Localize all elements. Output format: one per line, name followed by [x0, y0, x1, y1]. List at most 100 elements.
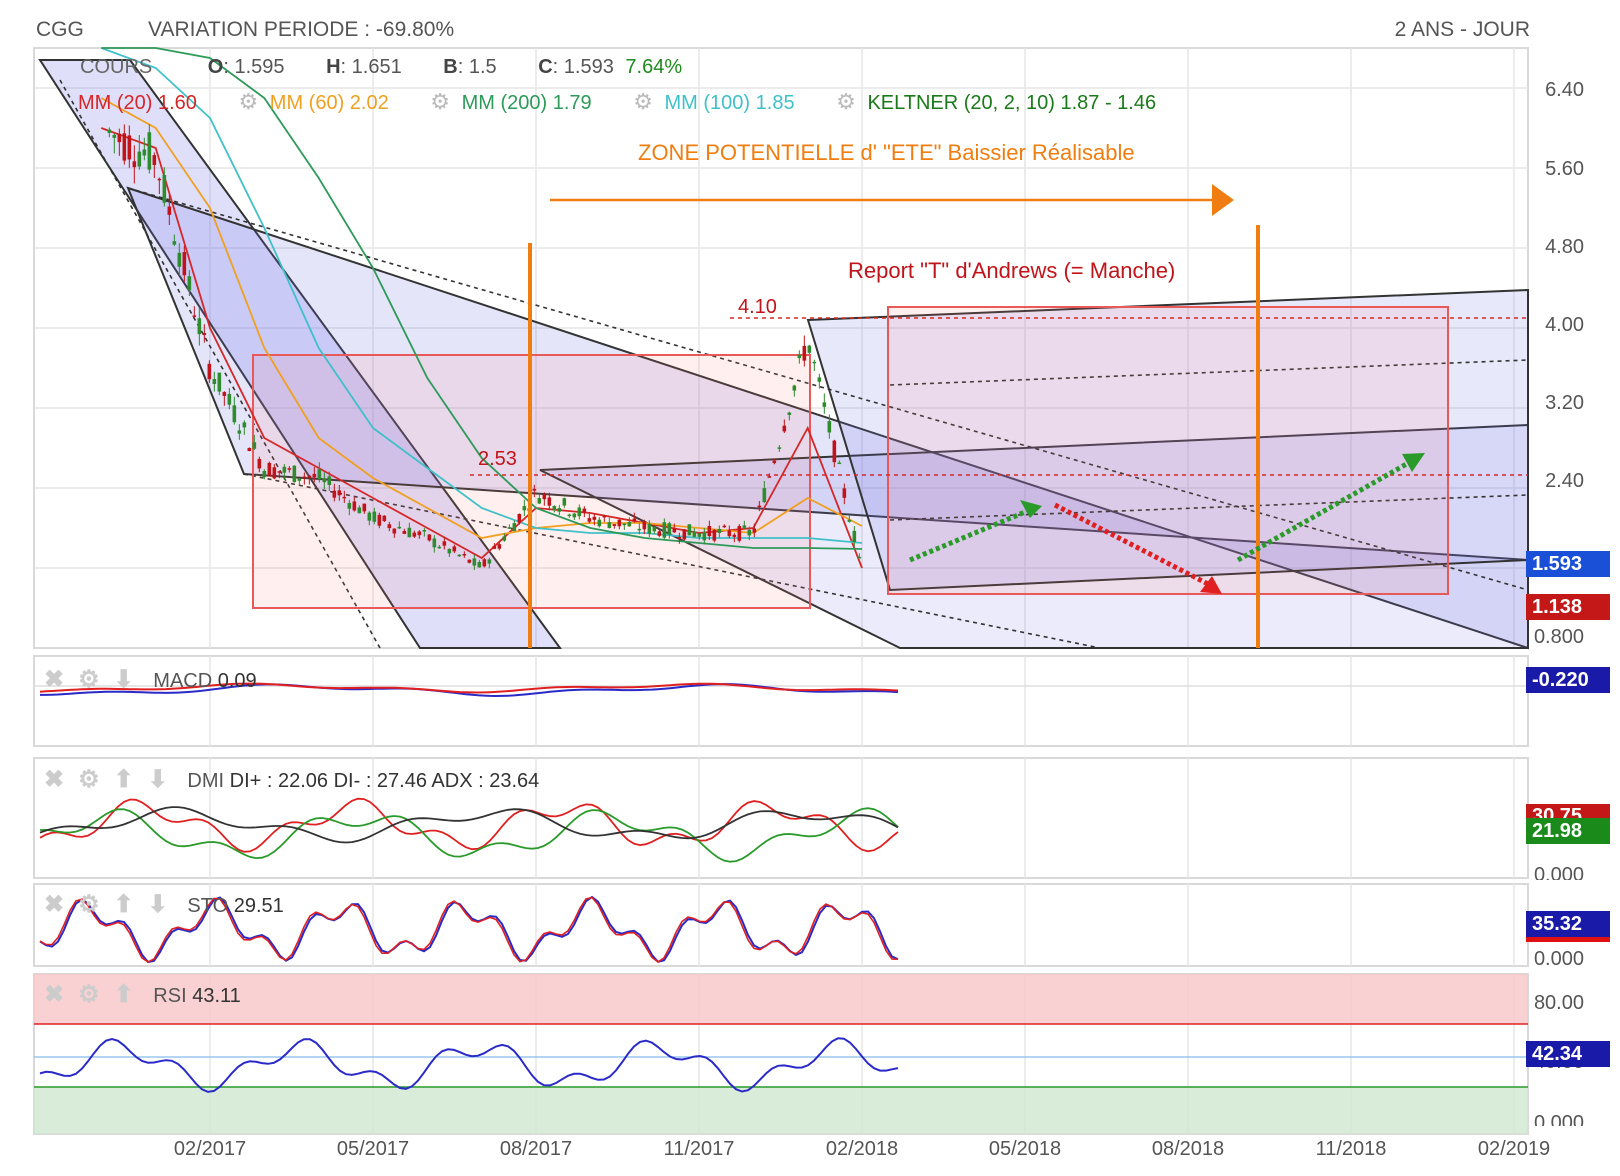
candle-body: [787, 412, 792, 415]
candle-body: [737, 525, 742, 541]
price-other-badge: 1.138: [1526, 594, 1610, 620]
candle-body: [707, 525, 712, 537]
x-tick: 05/2017: [336, 1138, 410, 1160]
candle-body: [407, 527, 412, 538]
median-line: [127, 187, 1529, 591]
high-value: : 1.651: [340, 56, 402, 78]
candle-body: [777, 447, 782, 449]
candle-body: [262, 471, 267, 478]
period-label[interactable]: 2 ANS - JOUR: [1394, 18, 1530, 41]
candle-body: [547, 497, 552, 506]
candle-body: [167, 206, 172, 215]
candle-body: [257, 458, 262, 469]
arrow-up-icon[interactable]: ⬆: [113, 981, 134, 1008]
candle-body: [537, 498, 542, 504]
price-tick: 3.20: [1545, 392, 1584, 414]
candle-body: [702, 532, 707, 541]
projection-up-2-head: [1402, 453, 1425, 472]
candle-body: [127, 135, 132, 160]
candle-body: [747, 529, 752, 536]
rsi-header: ✖ ⚙ ⬆ RSI 43.11: [44, 980, 241, 1009]
candle-body: [832, 440, 837, 463]
candle-body: [767, 476, 772, 478]
candle-body: [217, 372, 222, 392]
candle-body: [147, 132, 152, 170]
close-icon[interactable]: ✖: [44, 891, 65, 918]
candle-body: [827, 421, 832, 433]
andrews-box-right: [887, 306, 1449, 595]
mm200-gear-icon[interactable]: ⚙: [430, 89, 451, 114]
gear-icon[interactable]: ⚙: [78, 981, 100, 1008]
arrow-down-icon[interactable]: ⬇: [147, 766, 168, 793]
candle-body: [467, 559, 472, 563]
candle-body: [342, 496, 347, 499]
candle-body: [727, 530, 732, 537]
arrow-up-icon[interactable]: ⬆: [113, 766, 134, 793]
candle-body: [652, 526, 657, 532]
macd-line: [40, 683, 899, 698]
candle-body: [362, 503, 367, 512]
price-tick: 6.40: [1545, 79, 1584, 101]
arrow-up-icon[interactable]: ⬆: [113, 891, 134, 918]
close-icon[interactable]: ✖: [44, 981, 65, 1008]
candle-body: [617, 519, 622, 527]
candle-body: [272, 467, 277, 479]
candle-body: [792, 385, 797, 391]
candle-body: [337, 490, 342, 496]
candle-body: [312, 473, 317, 478]
series-mm200: [101, 47, 863, 550]
close-icon[interactable]: ✖: [44, 766, 65, 793]
projection-up-1-head: [1020, 500, 1042, 518]
price-tick: 4.00: [1545, 314, 1584, 336]
series-mm100: [100, 47, 863, 544]
mm20-label[interactable]: MM (20) 1.60: [78, 92, 197, 114]
mm200-label[interactable]: MM (200) 1.79: [461, 92, 592, 114]
candle-body: [142, 149, 147, 156]
dmi-panel: [33, 757, 1529, 879]
arrow-down-icon[interactable]: ⬇: [147, 891, 168, 918]
rsi-badge: 42.34: [1526, 1041, 1610, 1067]
price-tick: 0.800: [1533, 626, 1584, 648]
x-tick: 02/2018: [825, 1138, 899, 1160]
candle-body: [252, 442, 257, 449]
candle-body: [397, 526, 402, 529]
mm100-label[interactable]: MM (100) 1.85: [664, 92, 795, 114]
candle-body: [532, 488, 537, 491]
candle-body: [117, 133, 122, 143]
candle-body: [392, 528, 397, 534]
dmi-label: DMI: [187, 770, 225, 792]
zone-arrow-head: [1212, 184, 1234, 216]
keltner-gear-icon[interactable]: ⚙: [836, 89, 856, 114]
arrow-down-icon[interactable]: ⬇: [113, 666, 134, 693]
candle-body: [802, 345, 807, 361]
candle-body: [842, 488, 847, 498]
candle-body: [132, 161, 137, 168]
price-tick: 4.80: [1545, 236, 1584, 258]
candle-body: [847, 519, 852, 522]
low-value: : 1.5: [457, 56, 497, 78]
candle-body: [242, 422, 247, 428]
gear-icon[interactable]: ⚙: [78, 891, 100, 918]
candle-body: [807, 345, 812, 353]
close-icon[interactable]: ✖: [44, 666, 65, 693]
mm100-gear-icon[interactable]: ⚙: [633, 89, 653, 114]
macd-label: MACD: [153, 670, 213, 692]
candle-body: [372, 511, 377, 522]
candle-body: [762, 488, 767, 503]
candle-body: [122, 133, 127, 161]
candle-body: [662, 522, 667, 538]
mm60-gear-icon[interactable]: ⚙: [238, 89, 259, 114]
series-mm20: [100, 127, 863, 569]
gear-icon[interactable]: ⚙: [78, 666, 100, 693]
mm60-label[interactable]: MM (60) 2.02: [269, 92, 389, 114]
candle-body: [172, 241, 177, 245]
keltner-label[interactable]: KELTNER (20, 2, 10) 1.87 - 1.46: [867, 92, 1157, 114]
candle-body: [837, 462, 842, 465]
candle-body: [632, 518, 637, 522]
gear-icon[interactable]: ⚙: [78, 766, 100, 793]
median-line: [889, 359, 1529, 386]
candle-body: [317, 469, 322, 480]
open-label: O: [207, 56, 224, 78]
sto-panel: [33, 883, 1529, 967]
